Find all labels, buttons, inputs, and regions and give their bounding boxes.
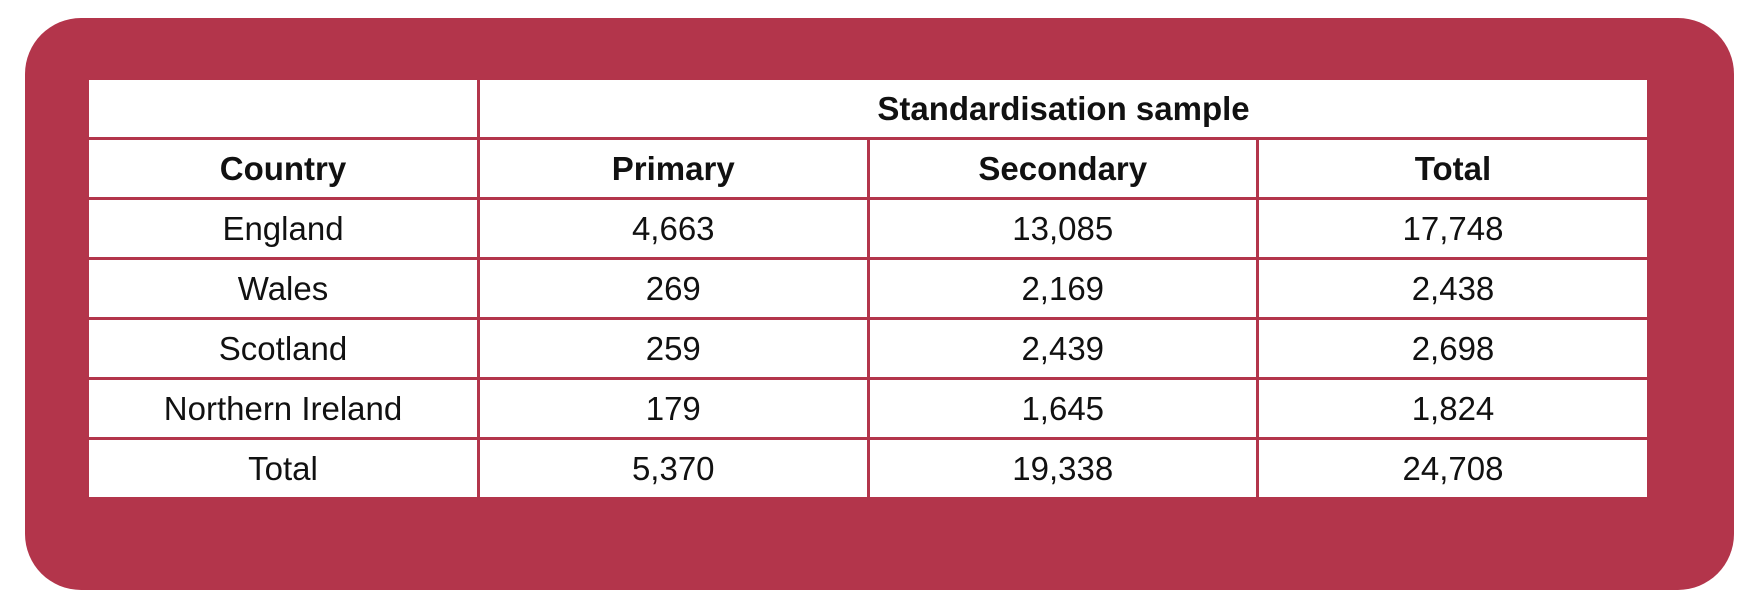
table-row: Total 5,370 19,338 24,708 bbox=[89, 437, 1647, 497]
group-header: Standardisation sample bbox=[477, 80, 1647, 140]
column-header: Total bbox=[1256, 137, 1647, 200]
row-label: Northern Ireland bbox=[89, 377, 480, 440]
table-cell: 259 bbox=[477, 317, 870, 380]
column-header: Country bbox=[89, 137, 480, 200]
table-row: Northern Ireland 179 1,645 1,824 bbox=[89, 377, 1647, 440]
table-row: Wales 269 2,169 2,438 bbox=[89, 257, 1647, 320]
table-cell: 2,439 bbox=[866, 317, 1259, 380]
group-header-row: Standardisation sample bbox=[89, 80, 1647, 140]
column-header: Primary bbox=[477, 137, 870, 200]
row-label: Total bbox=[89, 437, 480, 497]
sample-table: Standardisation sample Country Primary Sec… bbox=[89, 80, 1647, 497]
table-cell: 179 bbox=[477, 377, 870, 440]
table-cell: 5,370 bbox=[477, 437, 870, 497]
table-cell: 4,663 bbox=[477, 197, 870, 260]
table-row: England 4,663 13,085 17,748 bbox=[89, 197, 1647, 260]
table-cell: 13,085 bbox=[866, 197, 1259, 260]
table-cell: 2,698 bbox=[1256, 317, 1647, 380]
row-label: England bbox=[89, 197, 480, 260]
table-row: Scotland 259 2,439 2,698 bbox=[89, 317, 1647, 380]
empty-cell bbox=[89, 80, 480, 140]
table-cell: 2,438 bbox=[1256, 257, 1647, 320]
table-cell: 2,169 bbox=[866, 257, 1259, 320]
header-row: Country Primary Secondary Total bbox=[89, 137, 1647, 200]
row-label: Scotland bbox=[89, 317, 480, 380]
table-cell: 1,824 bbox=[1256, 377, 1647, 440]
row-label: Wales bbox=[89, 257, 480, 320]
column-header: Secondary bbox=[866, 137, 1259, 200]
table-cell: 269 bbox=[477, 257, 870, 320]
table-cell: 17,748 bbox=[1256, 197, 1647, 260]
table-frame: Standardisation sample Country Primary Sec… bbox=[25, 18, 1734, 590]
table-cell: 24,708 bbox=[1256, 437, 1647, 497]
table-cell: 1,645 bbox=[866, 377, 1259, 440]
table-body: Standardisation sample Country Primary Sec… bbox=[89, 80, 1647, 497]
table-cell: 19,338 bbox=[866, 437, 1259, 497]
